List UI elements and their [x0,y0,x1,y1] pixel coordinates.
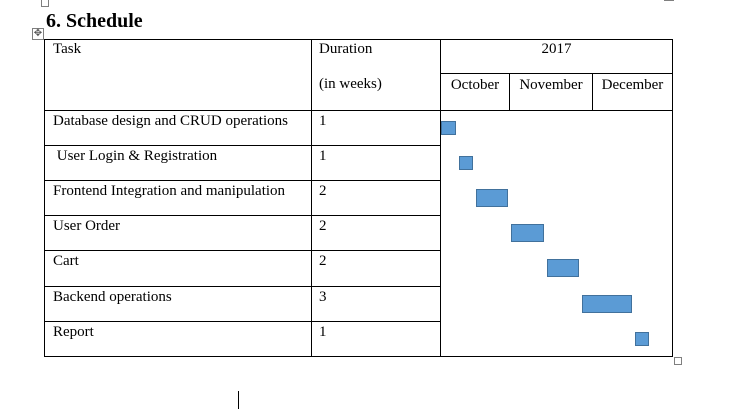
gantt-bar [634,331,650,346]
table-border [311,39,312,357]
duration-cell: 2 [319,218,327,234]
table-border [440,39,441,357]
gantt-bar [546,259,579,277]
table-border [44,215,441,216]
task-cell: User Login & Registration [53,148,218,164]
table-border [672,39,673,357]
table-border [440,73,673,74]
table-border [44,110,673,111]
table-border [509,73,510,111]
header-year: 2017 [541,41,572,57]
gantt-bar [458,155,474,170]
table-border [44,356,673,357]
text-boundary-mark [41,0,49,7]
task-cell: Frontend Integration and manipulation [53,183,286,199]
table-resize-handle[interactable] [674,357,682,365]
task-cell: Cart [53,253,79,269]
task-cell: Database design and CRUD operations [53,113,288,129]
gantt-bar [441,120,456,135]
duration-cell: 1 [319,148,327,164]
duration-cell: 1 [319,324,327,340]
table-border [44,250,441,251]
duration-cell: 2 [319,183,327,199]
table-move-handle-icon[interactable]: ✥ [32,28,44,40]
table-border [592,73,593,111]
header-month-october: October [450,77,500,93]
section-heading: 6. Schedule [46,10,143,32]
table-border [44,286,441,287]
gantt-bar [581,294,632,313]
text-boundary-mark [664,0,674,1]
table-border [44,39,45,357]
duration-cell: 2 [319,253,327,269]
header-task: Task [53,41,82,57]
table-border [44,145,441,146]
table-border [44,180,441,181]
duration-cell: 1 [319,113,327,129]
gantt-bar [511,223,544,242]
task-cell: Backend operations [53,289,172,305]
header-month-december: December [601,77,664,93]
header-month-november: November [519,77,583,93]
header-duration-unit: (in weeks) [319,76,382,92]
gantt-bar [476,188,509,207]
table-border [44,39,673,40]
table-border [44,321,441,322]
task-cell: User Order [53,218,121,234]
text-cursor [238,391,239,409]
duration-cell: 3 [319,289,327,305]
header-duration: Duration [319,41,373,57]
task-cell: Report [53,324,94,340]
